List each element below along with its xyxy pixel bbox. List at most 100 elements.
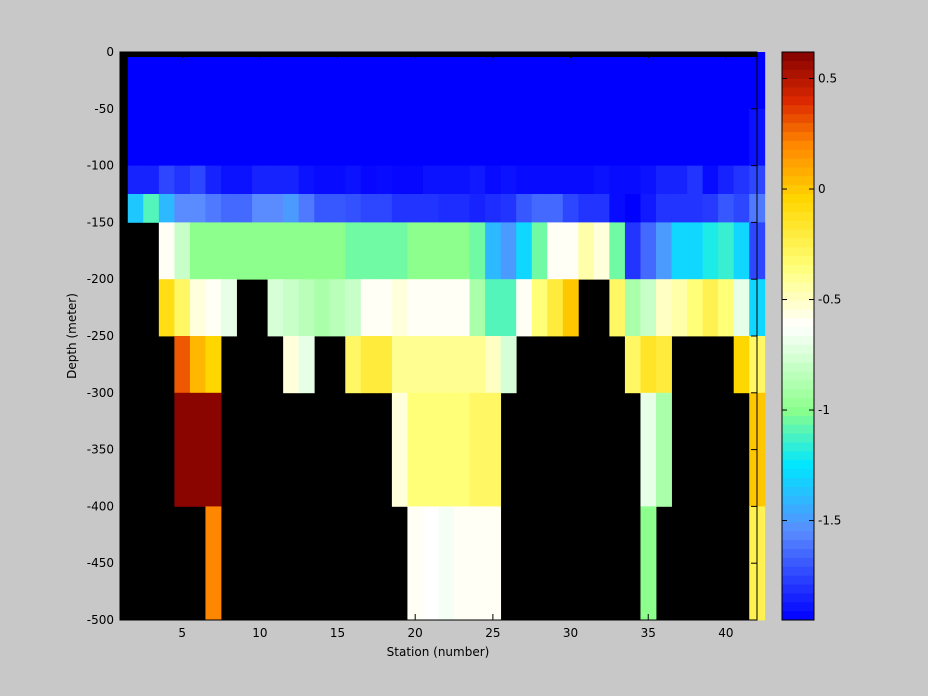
heatmap-cell xyxy=(640,194,657,223)
heatmap-cell xyxy=(516,165,533,195)
colorbar-segment xyxy=(782,469,814,479)
y-tick-label: -300 xyxy=(87,386,114,400)
colorbar-segment xyxy=(782,167,814,177)
colorbar-segment xyxy=(782,540,814,550)
heatmap-cell xyxy=(547,194,564,223)
heatmap-cell xyxy=(438,336,455,394)
heatmap-cell xyxy=(376,336,393,394)
heatmap-cell xyxy=(454,165,470,195)
heatmap-cell xyxy=(360,222,377,280)
y-axis-label: Depth (meter) xyxy=(65,293,79,379)
colorbar-segment xyxy=(782,105,814,115)
heatmap-cell xyxy=(283,279,300,337)
heatmap-cell xyxy=(376,165,393,195)
heatmap-cell xyxy=(267,222,284,280)
colorbar-segment xyxy=(782,407,814,417)
heatmap-cell xyxy=(718,108,735,166)
heatmap-cell xyxy=(656,52,672,110)
heatmap-cell xyxy=(562,279,579,337)
heatmap-cell xyxy=(702,52,719,110)
colorbar-segment xyxy=(782,575,814,586)
heatmap-cell xyxy=(252,194,268,223)
heatmap-cell xyxy=(702,222,719,280)
x-axis-ticks: 5 10 15 20 25 30 35 40 xyxy=(178,52,734,640)
heatmap-cell xyxy=(624,336,641,394)
heatmap-cell xyxy=(205,392,222,507)
heatmap-cell xyxy=(205,279,222,337)
heatmap-cell xyxy=(127,165,144,195)
colorbar-tick-label: -1.5 xyxy=(818,514,841,528)
heatmap-cell xyxy=(702,108,719,166)
heatmap-cell xyxy=(376,279,393,337)
colorbar-segment xyxy=(782,478,814,488)
colorbar-tick-label: 0 xyxy=(818,182,826,196)
heatmap-cell xyxy=(469,279,486,337)
heatmap-cell xyxy=(671,279,688,337)
heatmap-cell xyxy=(283,336,300,394)
heatmap-cell xyxy=(671,222,688,280)
heatmap-cell xyxy=(624,279,641,337)
heatmap-cell xyxy=(158,279,175,337)
heatmap-cell xyxy=(687,194,704,223)
heatmap-cell xyxy=(391,336,408,394)
heatmap-cell xyxy=(500,279,517,337)
y-tick-label: -200 xyxy=(87,272,114,286)
heatmap-cell xyxy=(624,222,641,280)
heatmap-cell xyxy=(360,336,377,394)
heatmap-cell xyxy=(220,222,237,280)
heatmap-cell xyxy=(298,52,315,110)
colorbar-segment xyxy=(782,291,814,302)
y-tick-label: -400 xyxy=(87,499,114,513)
colorbar-segment xyxy=(782,557,814,568)
heatmap-cell xyxy=(174,52,191,110)
heatmap-cell xyxy=(298,336,315,394)
colorbar-segment xyxy=(782,96,814,106)
colorbar-segment xyxy=(782,247,814,257)
heatmap-cell xyxy=(733,336,750,394)
heatmap-cell xyxy=(422,506,439,621)
heatmap-cell xyxy=(454,52,470,110)
heatmap-cell xyxy=(205,108,222,166)
heatmap-cell xyxy=(422,52,439,110)
heatmap-cell xyxy=(733,222,750,280)
heatmap-cell xyxy=(376,108,393,166)
y-tick-label: -150 xyxy=(87,215,114,229)
heatmap-cell xyxy=(314,279,331,337)
heatmap-cell xyxy=(687,108,704,166)
heatmap-cell xyxy=(593,108,610,166)
heatmap-cell xyxy=(127,108,144,166)
heatmap-cell xyxy=(360,52,377,110)
colorbar-segment xyxy=(782,87,814,97)
heatmap-cell xyxy=(687,279,704,337)
colorbar-tick-label: -0.5 xyxy=(818,293,841,307)
colorbar-segment xyxy=(782,611,814,621)
heatmap-cell xyxy=(205,52,222,110)
heatmap-cell xyxy=(702,165,719,195)
heatmap-cell xyxy=(702,194,719,223)
heatmap-cell xyxy=(609,108,626,166)
colorbar-segment xyxy=(782,451,814,461)
colorbar-segment xyxy=(782,602,814,612)
colorbar-segment xyxy=(782,300,814,310)
heatmap-cell xyxy=(671,194,688,223)
x-tick-label: 25 xyxy=(485,626,500,640)
heatmap-cell xyxy=(609,279,626,337)
heatmap-cell xyxy=(438,165,455,195)
heatmap-cell xyxy=(422,336,439,394)
colorbar-segment xyxy=(782,60,814,71)
heatmap-cell xyxy=(624,108,641,166)
colorbar-segment xyxy=(782,238,814,248)
heatmap-cell xyxy=(314,165,331,195)
heatmap-cell xyxy=(531,222,548,280)
heatmap-cell xyxy=(158,222,175,280)
heatmap-cell xyxy=(438,52,455,110)
heatmap-cell xyxy=(345,222,362,280)
heatmap-cell xyxy=(189,52,206,110)
heatmap-cell xyxy=(189,336,206,394)
colorbar-segment xyxy=(782,282,814,293)
heatmap-cell xyxy=(593,165,610,195)
heatmap-cell xyxy=(438,108,455,166)
heatmap-cell xyxy=(640,52,657,110)
heatmap-cell xyxy=(267,108,284,166)
heatmap-cell xyxy=(656,279,672,337)
